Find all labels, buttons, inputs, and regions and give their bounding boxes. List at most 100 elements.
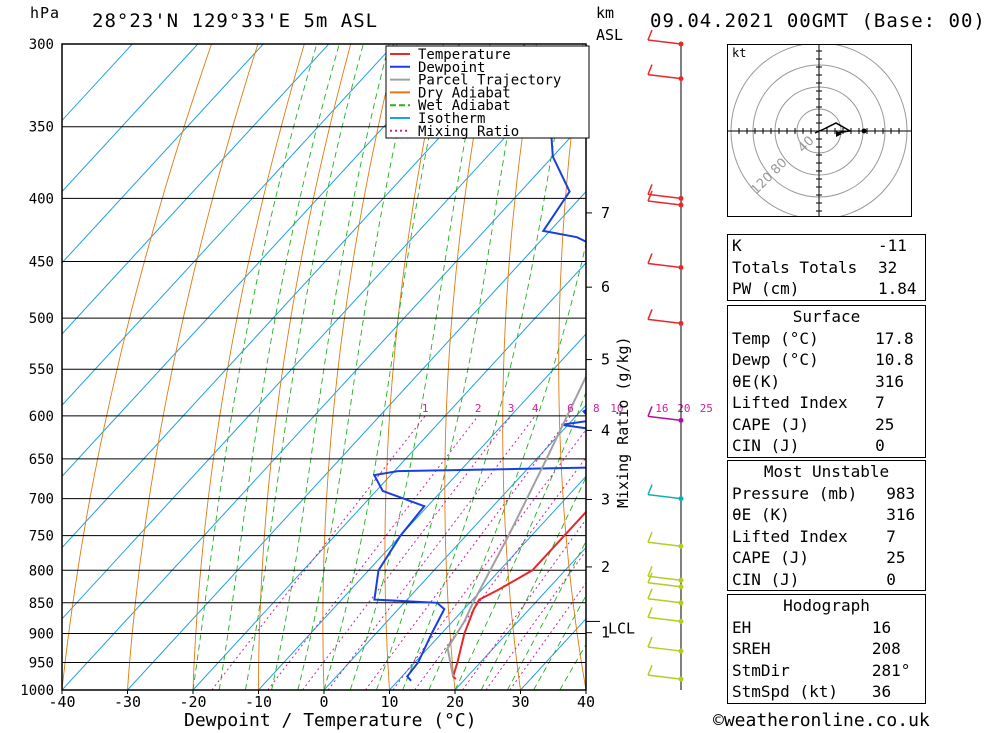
- isotherm-line: [192, 262, 586, 690]
- height-tick-label: 1: [601, 624, 610, 642]
- row-label: CIN (J): [732, 569, 800, 589]
- wind-barb-flag: [647, 253, 653, 264]
- plot-frame: [61, 43, 587, 691]
- wind-barb-flag: [647, 184, 653, 195]
- row-value: 316: [886, 505, 916, 525]
- row-value: 208: [871, 639, 901, 659]
- hodograph-storm-arrow: [836, 131, 842, 137]
- pressure-tick-label: 700: [29, 492, 54, 508]
- wind-barb-flag: [647, 190, 653, 202]
- hodograph-trace: [814, 122, 853, 134]
- lcl-label: LCL: [608, 619, 635, 637]
- wet-adiabat-line: [323, 44, 449, 690]
- surface-row: Lifted Index 7: [728, 392, 926, 414]
- wind-barb-shaft: [647, 200, 682, 206]
- isotherm-line: [62, 44, 133, 122]
- wind-barb-shaft: [647, 646, 682, 652]
- dry-adiabat-line: [192, 44, 305, 690]
- copyright-link[interactable]: ©weatheronline.co.uk: [713, 710, 930, 731]
- index-label: K: [732, 236, 742, 256]
- isotherm-line: [258, 333, 586, 690]
- mixing-ratio-label: 25: [700, 402, 713, 415]
- mixing-ratio-label: 3: [508, 402, 515, 415]
- row-value: 17.8: [875, 328, 914, 348]
- x-tick-label: 40: [577, 693, 595, 711]
- row-value: 316: [875, 371, 904, 391]
- isotherm-line: [62, 44, 526, 549]
- mu-row: Lifted Index 7: [728, 526, 926, 548]
- pressure-tick-label: 1000: [20, 683, 54, 699]
- x-tick-label: -40: [48, 693, 75, 711]
- pressure-tick-label: 750: [29, 529, 54, 545]
- series-line-temperature: [451, 510, 586, 680]
- hodo-row: EH 16: [728, 617, 926, 639]
- surface-title: Surface: [792, 307, 861, 327]
- hodo-row: StmDir 281°: [728, 660, 926, 682]
- row-label: Lifted Index: [732, 526, 848, 546]
- isotherm-line: [454, 546, 586, 690]
- isotherm-line: [389, 475, 586, 690]
- row-label: StmSpd (kt): [732, 682, 838, 702]
- pressure-tick-label: 650: [29, 452, 54, 468]
- wet-adiabat-line: [349, 44, 485, 690]
- index-row-tt: Totals Totals 32: [728, 257, 926, 279]
- isotherm-line: [62, 44, 199, 193]
- hodograph-point: [861, 128, 867, 134]
- height-unit-asl: ASL: [596, 26, 624, 44]
- x-tick-label: 0: [319, 693, 328, 711]
- dry-adiabat-line: [666, 44, 717, 690]
- mu-row: θE (K) 316: [728, 504, 926, 526]
- legend-label: Parcel Trajectory: [418, 73, 561, 89]
- isotherm-line: [62, 44, 461, 478]
- x-tick-label: -30: [114, 693, 141, 711]
- mixing-ratio-line: [414, 456, 586, 690]
- mixing-ratio-line: [364, 415, 571, 690]
- mixing-ratio-label: 4: [532, 402, 539, 415]
- mixing-ratio-line: [327, 415, 536, 690]
- row-value: 10.8: [875, 350, 914, 370]
- surface-row: θE(K) 316: [728, 371, 926, 393]
- hodo-row: SREH 208: [728, 638, 926, 660]
- row-value: 7: [875, 393, 885, 413]
- isotherm-line: [127, 190, 586, 690]
- wind-barb-shaft: [647, 493, 682, 500]
- x-tick-label: 10: [380, 693, 398, 711]
- height-tick-label: 6: [601, 278, 610, 296]
- row-value: 0: [875, 436, 885, 456]
- most-unstable-title: Most Unstable: [763, 462, 890, 482]
- mixing-ratio-label: 10: [610, 402, 623, 415]
- surface-row: CAPE (J) 25: [728, 414, 926, 436]
- row-value: 16: [871, 617, 892, 637]
- dry-adiabat-line: [502, 44, 537, 690]
- mixing-ratio-line: [509, 582, 586, 690]
- index-value: 32: [877, 257, 898, 277]
- pressure-tick-label: 500: [29, 311, 54, 327]
- wind-barb-shaft: [647, 541, 682, 548]
- dry-adiabat-line: [444, 44, 491, 690]
- pressure-tick-label: 550: [29, 362, 54, 378]
- pressure-tick-label: 450: [29, 255, 54, 271]
- dry-adiabat-line: [558, 44, 586, 690]
- pressure-tick-label: 350: [29, 120, 54, 136]
- wet-adiabat-line: [192, 44, 318, 690]
- indices-table: K -11 Totals Totals 32 PW (cm) 1.84: [727, 234, 926, 301]
- height-tick-label: 7: [601, 204, 610, 222]
- row-value: 0: [886, 569, 896, 589]
- hodograph-ring-label: 120: [748, 170, 776, 198]
- wind-barb-shaft: [647, 39, 682, 45]
- row-label: EH: [732, 617, 752, 637]
- wind-barb-flag: [647, 572, 653, 584]
- surface-row: CIN (J) 0: [728, 435, 926, 457]
- wind-barb-flag: [647, 565, 653, 577]
- row-label: CAPE (J): [732, 414, 810, 434]
- wet-adiabat-line: [271, 44, 390, 690]
- index-row-k: K -11: [728, 235, 926, 257]
- series-line-dewpoint: [372, 89, 586, 682]
- dry-adiabat-line: [954, 44, 1000, 690]
- mu-row: CIN (J) 0: [728, 569, 926, 591]
- wind-barb-flag: [647, 309, 653, 320]
- wet-adiabat-line: [480, 476, 586, 690]
- mixing-ratio-label: 8: [593, 402, 600, 415]
- row-label: CAPE (J): [732, 548, 810, 568]
